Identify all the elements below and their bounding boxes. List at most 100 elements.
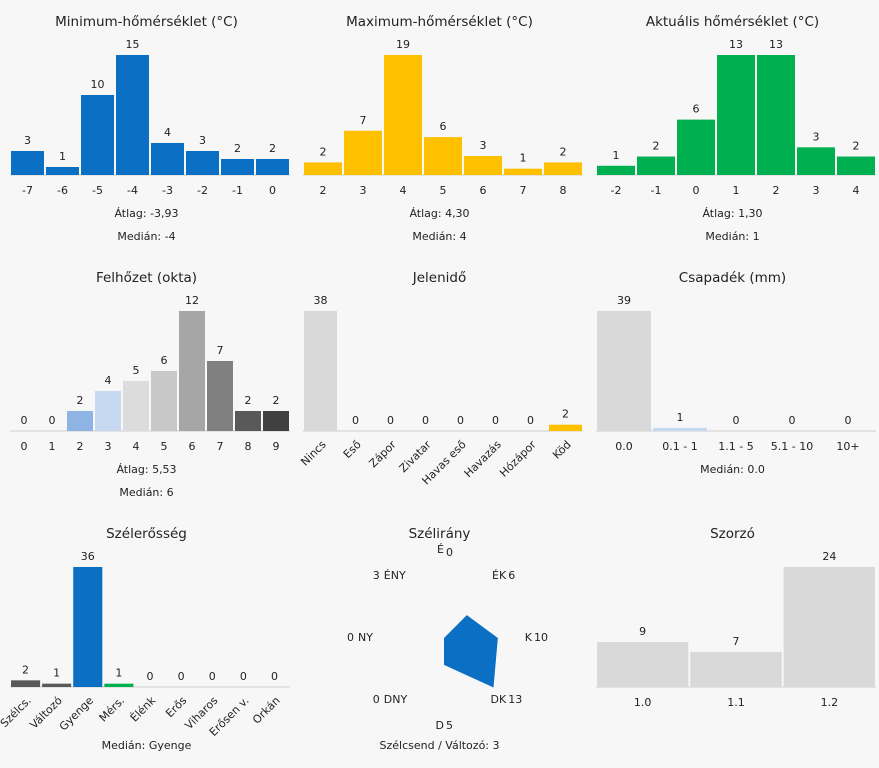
bar bbox=[151, 143, 184, 175]
bar bbox=[424, 137, 462, 175]
value-label: 10 bbox=[91, 78, 105, 91]
value-label: 0 bbox=[492, 414, 499, 427]
value-label: 39 bbox=[617, 294, 631, 307]
x-tick-label: Élénk bbox=[128, 694, 159, 725]
bar bbox=[116, 55, 149, 175]
x-tick-label: 2 bbox=[320, 184, 327, 197]
bar bbox=[95, 391, 121, 431]
x-tick-label: 0.0 bbox=[615, 440, 633, 453]
x-tick-label: 3 bbox=[360, 184, 367, 197]
value-label: 2 bbox=[562, 408, 569, 421]
chart-title: Szélirány bbox=[409, 526, 471, 542]
bar bbox=[783, 567, 875, 687]
x-tick-label: 0.1 - 1 bbox=[662, 440, 697, 453]
bar bbox=[256, 159, 289, 175]
bar bbox=[690, 652, 782, 687]
value-label: 15 bbox=[126, 38, 140, 51]
x-tick-label: Hózápor bbox=[497, 438, 539, 480]
bar bbox=[504, 168, 542, 175]
direction-label: ÉNY bbox=[384, 569, 406, 582]
bar bbox=[123, 381, 149, 431]
value-label: 1 bbox=[115, 667, 122, 680]
value-label: 0 bbox=[387, 414, 394, 427]
value-label: 0 bbox=[209, 670, 216, 683]
annotation: Átlag: 5,53 bbox=[116, 463, 176, 476]
value-label: 3 bbox=[813, 130, 820, 143]
value-label: 3 bbox=[373, 569, 380, 582]
x-tick-label: Gyenge bbox=[57, 694, 96, 733]
bar bbox=[221, 159, 254, 175]
value-label: 2 bbox=[234, 142, 241, 155]
annotation: Medián: 0.0 bbox=[700, 463, 765, 476]
bar bbox=[304, 311, 337, 431]
value-label: 4 bbox=[105, 374, 112, 387]
bar bbox=[207, 361, 233, 431]
bar bbox=[653, 427, 707, 431]
x-tick-label: Köd bbox=[550, 438, 574, 462]
x-tick-label: 4 bbox=[400, 184, 407, 197]
value-label: 6 bbox=[440, 120, 447, 133]
x-tick-label: 5 bbox=[161, 440, 168, 453]
x-tick-label: 2 bbox=[773, 184, 780, 197]
x-tick-label: 10+ bbox=[836, 440, 859, 453]
value-label: 7 bbox=[360, 114, 367, 127]
bar bbox=[717, 55, 755, 175]
annotation: Szélcsend / Változó: 3 bbox=[380, 739, 500, 752]
chart-title: Minimum-hőmérséklet (°C) bbox=[55, 14, 238, 30]
value-label: 24 bbox=[822, 550, 836, 563]
value-label: 13 bbox=[508, 693, 522, 706]
x-tick-label: 1 bbox=[49, 440, 56, 453]
x-tick-label: 1 bbox=[733, 184, 740, 197]
value-label: 0 bbox=[845, 414, 852, 427]
bar bbox=[46, 167, 79, 175]
x-tick-label: 3 bbox=[105, 440, 112, 453]
x-tick-label: 5 bbox=[440, 184, 447, 197]
bar bbox=[597, 311, 651, 431]
bar bbox=[344, 130, 382, 175]
x-tick-label: Nincs bbox=[298, 438, 329, 469]
value-label: 3 bbox=[199, 134, 206, 147]
annotation: Medián: 6 bbox=[119, 486, 173, 499]
bar bbox=[186, 151, 219, 175]
chart-title: Aktuális hőmérséklet (°C) bbox=[646, 14, 819, 30]
chart-title: Maximum-hőmérséklet (°C) bbox=[346, 14, 533, 30]
x-tick-label: 4 bbox=[853, 184, 860, 197]
value-label: 0 bbox=[347, 631, 354, 644]
value-label: 19 bbox=[396, 38, 410, 51]
value-label: 0 bbox=[352, 414, 359, 427]
value-label: 1 bbox=[53, 667, 60, 680]
value-label: 2 bbox=[269, 142, 276, 155]
chart-title: Csapadék (mm) bbox=[679, 270, 786, 286]
bar bbox=[637, 156, 675, 175]
value-label: 0 bbox=[733, 414, 740, 427]
bar bbox=[677, 119, 715, 175]
bar bbox=[597, 642, 689, 687]
x-tick-label: Orkán bbox=[250, 694, 283, 727]
value-label: 0 bbox=[527, 414, 534, 427]
x-tick-label: -1 bbox=[651, 184, 662, 197]
chart-title: Jelenidő bbox=[412, 270, 466, 286]
value-label: 0 bbox=[147, 670, 154, 683]
direction-label: D bbox=[436, 719, 444, 732]
annotation: Medián: 4 bbox=[412, 230, 466, 243]
bar bbox=[235, 411, 261, 431]
x-tick-label: 0 bbox=[269, 184, 276, 197]
value-label: 9 bbox=[639, 625, 646, 638]
x-tick-label: 6 bbox=[189, 440, 196, 453]
bar bbox=[151, 371, 177, 431]
bar bbox=[42, 683, 72, 687]
value-label: 4 bbox=[164, 126, 171, 139]
value-label: 2 bbox=[853, 140, 860, 153]
value-label: 2 bbox=[22, 663, 29, 676]
bar bbox=[73, 567, 103, 687]
value-label: 1 bbox=[677, 411, 684, 424]
value-label: 0 bbox=[271, 670, 278, 683]
annotation: Medián: 1 bbox=[705, 230, 759, 243]
value-label: 7 bbox=[733, 635, 740, 648]
value-label: 13 bbox=[729, 38, 743, 51]
x-tick-label: -1 bbox=[232, 184, 243, 197]
value-label: 12 bbox=[185, 294, 199, 307]
x-tick-label: 1.2 bbox=[821, 696, 839, 709]
